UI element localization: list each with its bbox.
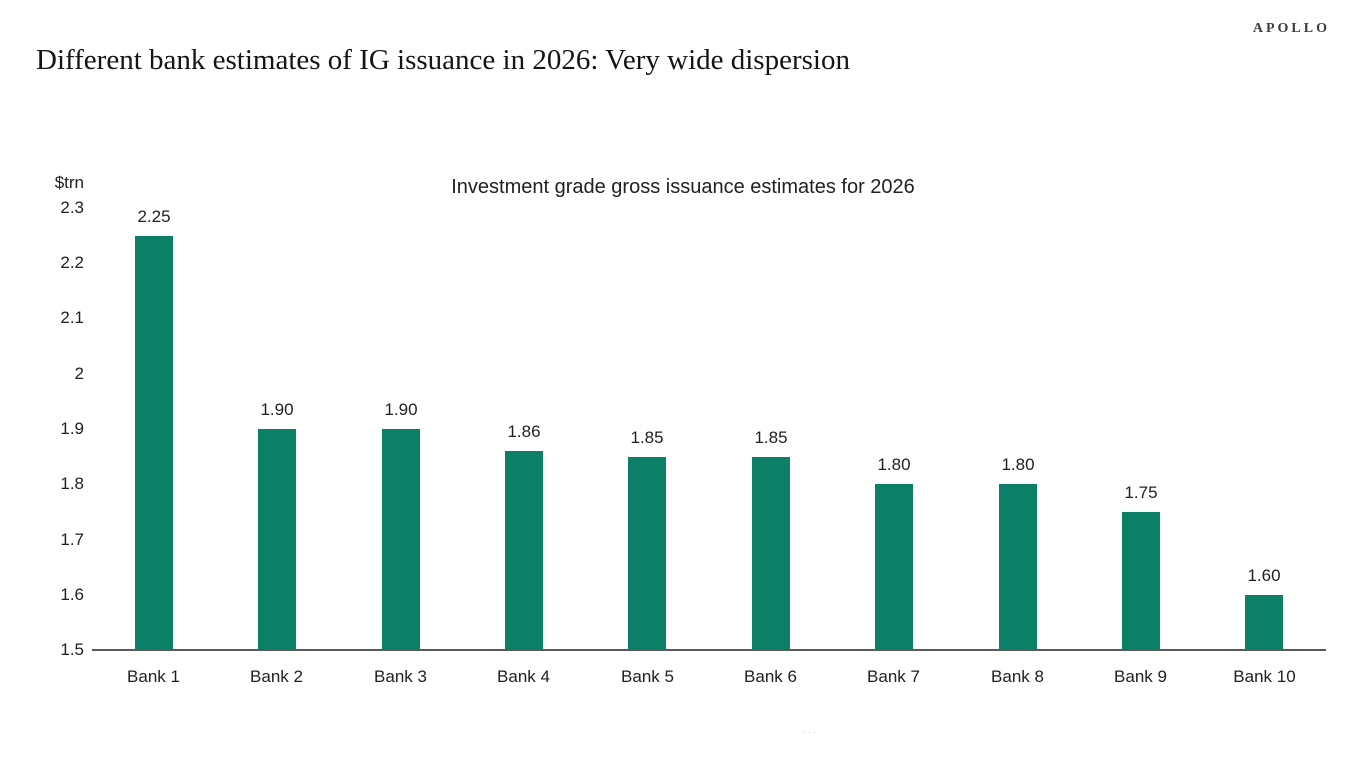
bar-bank-5: [628, 457, 666, 649]
bar-value-label-bank-3: 1.90: [384, 400, 418, 419]
bar-bank-6: [752, 457, 790, 649]
bar-bank-8: [999, 484, 1037, 649]
bar-value-label-bank-7: 1.80: [877, 455, 911, 474]
x-tick-label-bank-7: Bank 7: [867, 667, 920, 686]
page-title: Different bank estimates of IG issuance …: [36, 44, 850, 76]
x-tick-label-bank-2: Bank 2: [250, 667, 303, 686]
bar-bank-3: [382, 429, 420, 649]
y-tick-label-2: 2: [74, 364, 84, 383]
bar-value-label-bank-9: 1.75: [1124, 483, 1158, 502]
bar-value-label-bank-6: 1.85: [754, 428, 788, 447]
bar-bank-4: [505, 451, 543, 649]
x-tick-label-bank-3: Bank 3: [374, 667, 427, 686]
y-tick-label-1.5: 1.5: [60, 640, 84, 659]
bar-value-label-bank-10: 1.60: [1247, 566, 1281, 585]
y-tick-label-1.7: 1.7: [60, 530, 84, 549]
apollo-logo: APOLLO: [1252, 21, 1330, 36]
bar-value-label-bank-1: 2.25: [137, 207, 171, 226]
x-tick-label-bank-4: Bank 4: [497, 667, 550, 686]
bar-bank-9: [1122, 512, 1160, 649]
x-tick-label-bank-5: Bank 5: [621, 667, 674, 686]
x-tick-label-bank-8: Bank 8: [991, 667, 1044, 686]
bar-bank-10: [1245, 595, 1283, 649]
bar-value-label-bank-2: 1.90: [260, 400, 294, 419]
y-tick-label-2.2: 2.2: [60, 253, 84, 272]
x-tick-label-bank-9: Bank 9: [1114, 667, 1167, 686]
x-tick-label-bank-1: Bank 1: [127, 667, 180, 686]
x-axis-line: [92, 649, 1326, 651]
bar-bank-1: [135, 236, 173, 649]
footer-artifact: ···: [803, 727, 818, 737]
y-tick-label-2.1: 2.1: [60, 308, 84, 327]
chart-title: Investment grade gross issuance estimate…: [451, 176, 915, 198]
bar-value-label-bank-8: 1.80: [1001, 455, 1035, 474]
y-axis-unit-label: $trn: [54, 173, 84, 192]
y-tick-label-1.8: 1.8: [60, 474, 84, 493]
bar-value-label-bank-5: 1.85: [630, 428, 664, 447]
bar-bank-2: [258, 429, 296, 649]
bar-bank-7: [875, 484, 913, 649]
y-tick-label-2.3: 2.3: [60, 198, 84, 217]
x-tick-label-bank-10: Bank 10: [1233, 667, 1296, 686]
y-tick-label-1.9: 1.9: [60, 419, 84, 438]
x-tick-label-bank-6: Bank 6: [744, 667, 797, 686]
bar-value-label-bank-4: 1.86: [507, 422, 541, 441]
y-tick-label-1.6: 1.6: [60, 585, 84, 604]
